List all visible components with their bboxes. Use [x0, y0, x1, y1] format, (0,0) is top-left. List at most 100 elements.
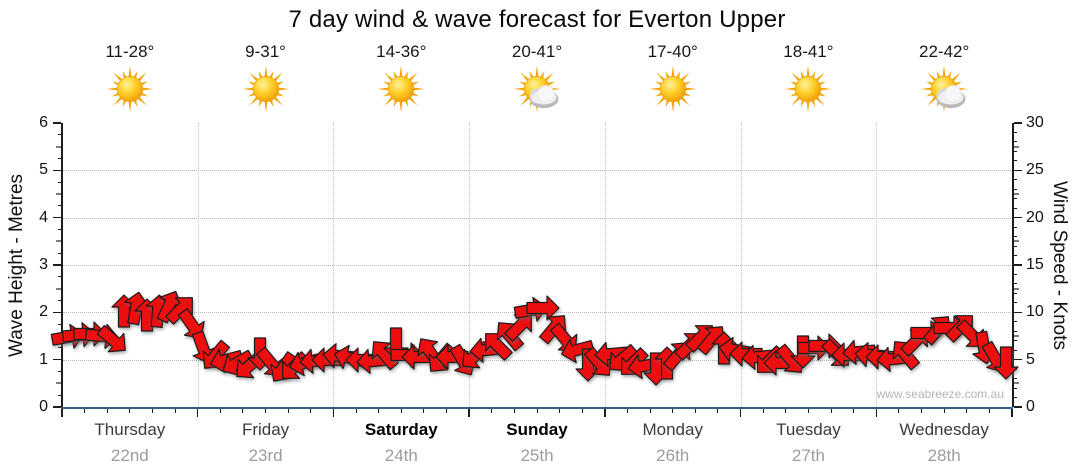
day-label-friday: Friday: [241, 420, 290, 439]
right-axis-tick-label: 25: [1026, 161, 1044, 179]
right-axis-major-tick: [1013, 311, 1022, 314]
temperature-range: 14-36°: [376, 42, 427, 61]
x-axis-major-tick: [739, 409, 742, 417]
right-axis-minor-tick: [1013, 292, 1017, 294]
x-axis-major-tick: [1011, 409, 1013, 417]
x-axis-minor-tick: [151, 409, 153, 413]
x-axis-minor-tick: [242, 409, 244, 413]
wind-direction-arrow: [526, 294, 560, 321]
day-label-monday: Monday: [642, 420, 703, 439]
right-axis-tick-label: 15: [1026, 256, 1044, 273]
sun-cloud-icon: [879, 65, 1009, 118]
x-axis-minor-tick: [717, 409, 719, 413]
x-axis-major-tick: [468, 409, 470, 417]
forecast-day-tuesday: 18-41°: [743, 42, 873, 118]
right-axis-minor-tick: [1013, 340, 1017, 342]
left-axis-major-tick: [53, 406, 61, 408]
temperature-range: 22-42°: [919, 42, 970, 61]
left-axis-minor-tick: [58, 371, 61, 372]
left-y-axis-line: [61, 123, 63, 407]
sun-icon: [743, 65, 873, 118]
x-axis-minor-tick: [265, 409, 267, 413]
left-axis-major-tick: [53, 122, 61, 124]
x-axis-minor-tick: [966, 409, 968, 413]
left-axis-minor-tick: [56, 240, 61, 243]
left-axis-tick-label: 5: [39, 161, 48, 179]
x-axis-minor-tick: [355, 409, 357, 413]
right-axis-minor-tick: [1013, 179, 1017, 181]
x-axis-minor-tick: [785, 409, 787, 413]
day-label-thursday: Thursday: [94, 420, 166, 439]
right-axis-major-tick: [1013, 358, 1022, 361]
x-axis-major-tick: [61, 409, 63, 417]
x-axis-major-tick: [196, 409, 199, 417]
left-axis-major-tick: [53, 264, 61, 266]
temperature-range: 20-41°: [511, 42, 563, 61]
left-axis-tick-label: 2: [39, 303, 48, 321]
left-axis-tick-label: 4: [39, 208, 48, 226]
x-axis-minor-tick: [694, 409, 696, 413]
left-axis-minor-tick: [58, 323, 61, 325]
temperature-range: 9-31°: [245, 42, 286, 61]
x-axis-minor-tick: [921, 409, 923, 413]
temperature-range: 18-41°: [783, 42, 834, 61]
x-axis-minor-tick: [513, 409, 515, 413]
left-axis-tick-label: 1: [39, 350, 48, 368]
gridline-horizontal: [63, 170, 1011, 172]
x-axis-minor-tick: [672, 409, 674, 413]
watermark: www.seabreeze.com.au: [876, 387, 1004, 401]
day-date-sunday: 25th: [520, 446, 554, 465]
x-axis-minor-tick: [559, 409, 561, 413]
right-axis-minor-tick: [1013, 236, 1017, 238]
right-axis-minor-tick: [1013, 349, 1017, 351]
right-axis-minor-tick: [1013, 150, 1017, 152]
forecast-day-saturday: 14-36°: [336, 42, 466, 118]
day-date-friday: 23rd: [248, 446, 283, 465]
x-axis-minor-tick: [423, 409, 425, 413]
day-date-wednesday: 28th: [927, 446, 961, 465]
right-axis-minor-tick: [1013, 302, 1017, 304]
right-axis-minor-tick: [1013, 273, 1017, 275]
x-axis-minor-tick: [536, 409, 538, 413]
left-axis-minor-tick: [58, 347, 61, 349]
x-axis-major-tick: [875, 409, 878, 417]
left-axis-minor-tick: [58, 229, 61, 230]
right-axis-minor-tick: [1013, 255, 1017, 257]
day-date-saturday: 24th: [384, 446, 418, 465]
right-axis-medium-tick: [1013, 335, 1019, 337]
right-axis-tick-label: 20: [1026, 208, 1044, 226]
right-axis-minor-tick: [1013, 387, 1017, 389]
cloud-icon: [529, 85, 559, 108]
x-axis-minor-tick: [106, 409, 108, 413]
right-axis-major-tick: [1013, 264, 1022, 266]
gridline-horizontal: [63, 359, 1011, 361]
right-axis-minor-tick: [1013, 283, 1017, 285]
left-axis-minor-tick: [56, 145, 61, 148]
wind-direction-arrow: [504, 313, 532, 342]
right-axis-minor-tick: [1013, 131, 1017, 133]
gridline-vertical: [197, 123, 199, 407]
left-axis-major-tick: [53, 169, 61, 172]
temperature-range: 11-28°: [105, 42, 155, 61]
sun-icon: [608, 65, 738, 118]
forecast-day-monday: 17-40°: [608, 42, 738, 118]
right-axis-medium-tick: [1013, 193, 1019, 195]
right-axis-tick-label: 10: [1026, 303, 1044, 321]
right-axis-label: Wind Speed - Knots: [1049, 180, 1070, 350]
x-axis-minor-tick: [378, 409, 380, 413]
wind-direction-arrow: [177, 307, 205, 339]
right-axis-tick-label: 5: [1026, 350, 1035, 368]
forecast-day-thursday: 11-28°: [65, 42, 195, 118]
x-axis-minor-tick: [174, 409, 176, 413]
left-axis-minor-tick: [58, 252, 61, 254]
right-axis-minor-tick: [1013, 330, 1017, 332]
day-date-monday: 26th: [656, 446, 690, 465]
x-axis-minor-tick: [830, 409, 832, 413]
forecast-day-sunday: 20-41°: [472, 42, 602, 118]
right-axis-minor-tick: [1013, 207, 1017, 209]
left-axis-minor-tick: [56, 287, 61, 290]
left-axis-minor-tick: [58, 300, 61, 301]
x-axis-minor-tick: [219, 409, 221, 413]
right-axis-minor-tick: [1013, 141, 1017, 143]
